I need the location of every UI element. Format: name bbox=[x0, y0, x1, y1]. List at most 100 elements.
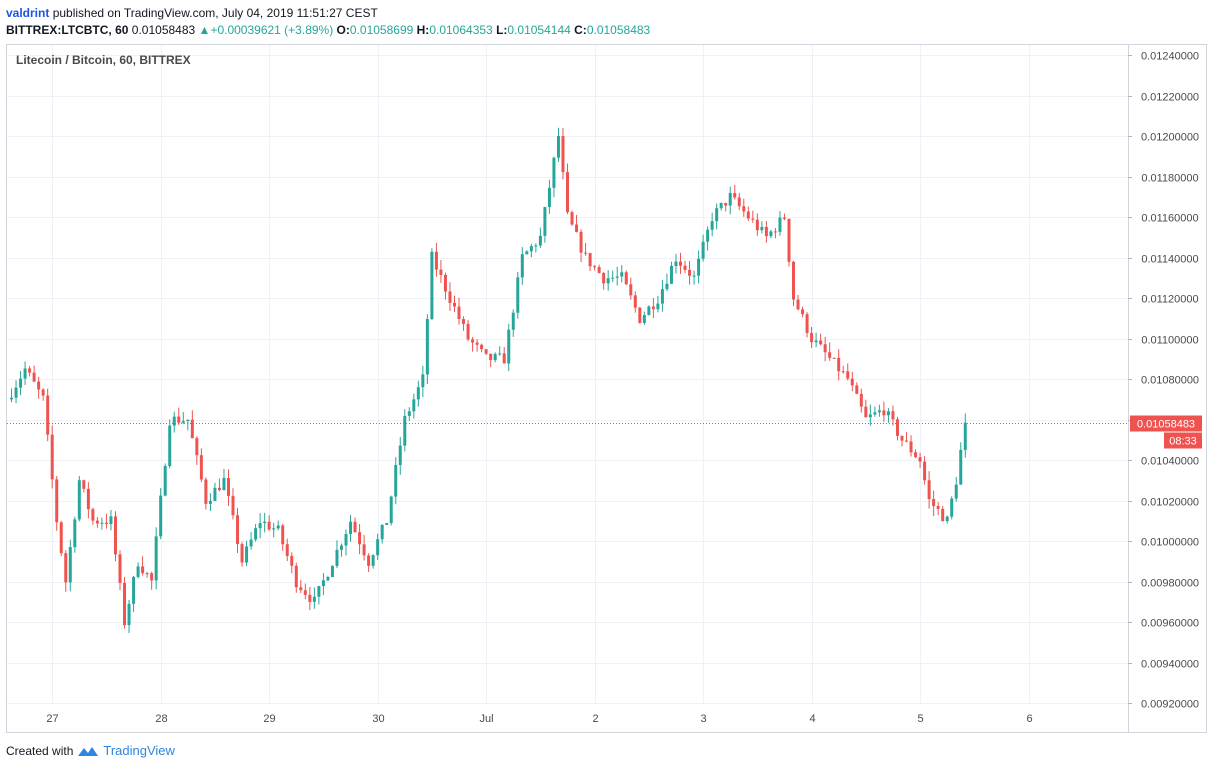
candle-body[interactable] bbox=[254, 528, 258, 540]
candle-body[interactable] bbox=[23, 368, 27, 379]
candle-body[interactable] bbox=[407, 411, 411, 416]
candle-body[interactable] bbox=[281, 525, 285, 545]
candle-body[interactable] bbox=[443, 274, 447, 292]
candle-body[interactable] bbox=[339, 545, 343, 550]
candle-body[interactable] bbox=[719, 202, 723, 209]
candle-body[interactable] bbox=[715, 208, 719, 222]
candle-body[interactable] bbox=[914, 452, 918, 458]
candle-body[interactable] bbox=[335, 549, 339, 567]
candle-body[interactable] bbox=[448, 291, 452, 303]
candle-body[interactable] bbox=[932, 499, 936, 507]
candle-body[interactable] bbox=[362, 544, 366, 556]
candle-body[interactable] bbox=[471, 339, 475, 343]
candle-body[interactable] bbox=[14, 387, 18, 398]
candle-body[interactable] bbox=[859, 393, 863, 407]
candle-body[interactable] bbox=[32, 372, 36, 382]
candle-body[interactable] bbox=[927, 480, 931, 500]
candle-body[interactable] bbox=[832, 357, 836, 359]
candle-body[interactable] bbox=[457, 306, 461, 320]
candle-body[interactable] bbox=[263, 521, 267, 524]
candle-body[interactable] bbox=[579, 231, 583, 253]
candle-body[interactable] bbox=[660, 289, 664, 304]
candle-body[interactable] bbox=[403, 415, 407, 446]
candle-body[interactable] bbox=[593, 266, 597, 268]
candle-body[interactable] bbox=[267, 521, 271, 530]
candle-body[interactable] bbox=[760, 226, 764, 231]
candle-body[interactable] bbox=[823, 344, 827, 353]
candle-body[interactable] bbox=[412, 399, 416, 412]
candle-body[interactable] bbox=[805, 314, 809, 334]
candle-body[interactable] bbox=[493, 353, 497, 361]
candle-body[interactable] bbox=[367, 555, 371, 566]
candle-body[interactable] bbox=[624, 272, 628, 285]
candle-body[interactable] bbox=[498, 353, 502, 355]
candle-body[interactable] bbox=[891, 411, 895, 420]
candle-body[interactable] bbox=[385, 523, 389, 525]
candle-body[interactable] bbox=[77, 480, 81, 520]
candle-body[interactable] bbox=[954, 484, 958, 499]
candle-body[interactable] bbox=[575, 224, 579, 232]
candle-body[interactable] bbox=[389, 496, 393, 524]
candle-body[interactable] bbox=[728, 193, 732, 206]
candle-body[interactable] bbox=[706, 229, 710, 242]
candle-body[interactable] bbox=[837, 357, 841, 372]
candle-body[interactable] bbox=[480, 344, 484, 350]
candle-body[interactable] bbox=[41, 389, 45, 396]
candle-body[interactable] bbox=[434, 251, 438, 270]
candle-body[interactable] bbox=[882, 410, 886, 416]
candle-body[interactable] bbox=[109, 516, 113, 525]
candle-body[interactable] bbox=[312, 596, 316, 602]
candle-body[interactable] bbox=[697, 258, 701, 276]
candle-body[interactable] bbox=[68, 547, 72, 583]
candle-body[interactable] bbox=[959, 449, 963, 485]
candle-body[interactable] bbox=[584, 252, 588, 254]
candle-body[interactable] bbox=[611, 277, 615, 279]
candle-body[interactable] bbox=[353, 521, 357, 533]
candle-body[interactable] bbox=[330, 566, 334, 578]
candle-body[interactable] bbox=[59, 522, 63, 554]
candle-body[interactable] bbox=[909, 441, 913, 453]
candle-body[interactable] bbox=[349, 521, 353, 535]
candle-body[interactable] bbox=[507, 329, 511, 364]
candle-body[interactable] bbox=[104, 522, 108, 525]
candle-body[interactable] bbox=[669, 265, 673, 284]
candle-body[interactable] bbox=[28, 368, 32, 373]
candle-body[interactable] bbox=[86, 488, 90, 510]
candle-body[interactable] bbox=[674, 261, 678, 266]
candle-body[interactable] bbox=[37, 381, 41, 390]
candle-body[interactable] bbox=[118, 554, 122, 583]
candle-body[interactable] bbox=[511, 312, 515, 330]
candle-body[interactable] bbox=[430, 251, 434, 320]
candle-body[interactable] bbox=[394, 465, 398, 497]
candle-body[interactable] bbox=[290, 555, 294, 566]
candle-body[interactable] bbox=[376, 539, 380, 556]
candle-body[interactable] bbox=[159, 495, 163, 537]
candle-body[interactable] bbox=[285, 544, 289, 556]
candle-body[interactable] bbox=[190, 419, 194, 439]
candle-body[interactable] bbox=[321, 580, 325, 587]
candle-body[interactable] bbox=[782, 217, 786, 219]
candle-body[interactable] bbox=[416, 387, 420, 400]
candle-body[interactable] bbox=[547, 187, 551, 208]
candle-body[interactable] bbox=[873, 412, 877, 415]
tradingview-logo-icon[interactable] bbox=[77, 745, 99, 757]
candle-body[interactable] bbox=[181, 421, 185, 423]
candle-body[interactable] bbox=[588, 253, 592, 267]
candle-body[interactable] bbox=[701, 241, 705, 259]
candle-body[interactable] bbox=[272, 528, 276, 530]
candle-body[interactable] bbox=[846, 371, 850, 379]
candle-body[interactable] bbox=[358, 532, 362, 545]
candle-body[interactable] bbox=[19, 378, 23, 388]
candle-body[interactable] bbox=[751, 218, 755, 220]
candle-body[interactable] bbox=[629, 284, 633, 296]
candle-body[interactable] bbox=[787, 218, 791, 262]
candle-body[interactable] bbox=[466, 323, 470, 340]
candle-body[interactable] bbox=[113, 516, 117, 555]
candle-body[interactable] bbox=[73, 519, 77, 548]
author-name[interactable]: valdrint bbox=[6, 6, 50, 20]
candle-body[interactable] bbox=[421, 374, 425, 388]
candle-body[interactable] bbox=[538, 235, 542, 246]
candle-body[interactable] bbox=[606, 278, 610, 284]
candle-body[interactable] bbox=[520, 254, 524, 278]
candle-body[interactable] bbox=[136, 566, 140, 577]
